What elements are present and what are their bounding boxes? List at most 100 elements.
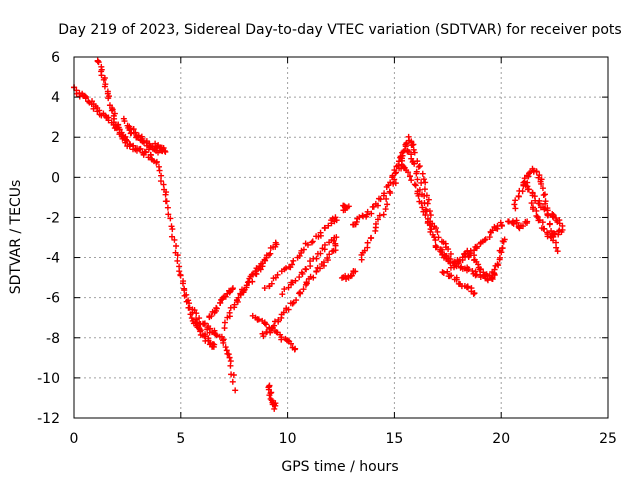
data-point (255, 316, 262, 323)
data-point (374, 202, 381, 209)
data-point (231, 301, 238, 308)
data-point (230, 371, 237, 378)
data-point (243, 282, 250, 289)
data-point (196, 315, 203, 322)
data-point (293, 297, 300, 304)
data-point (291, 346, 298, 353)
data-point (259, 330, 266, 337)
data-point (422, 179, 429, 186)
y-tick-label: -8 (46, 331, 60, 347)
data-point (229, 378, 236, 385)
data-point (105, 117, 112, 124)
data-point (545, 212, 552, 219)
data-point (512, 197, 519, 204)
data-point (413, 170, 420, 177)
data-point (426, 221, 433, 228)
y-tick-label: 6 (51, 50, 60, 66)
data-point (285, 306, 292, 313)
data-point (95, 59, 102, 66)
data-point (317, 229, 324, 236)
data-point (176, 268, 183, 275)
data-point (361, 247, 368, 254)
data-point (512, 205, 519, 212)
data-point (426, 208, 433, 215)
data-point (307, 258, 314, 265)
data-point (424, 200, 431, 207)
data-point (191, 307, 198, 314)
data-point (210, 343, 217, 350)
data-point (171, 236, 178, 243)
data-point (326, 251, 333, 258)
series-arc-21 (489, 236, 508, 283)
y-tick-label: -6 (46, 291, 60, 307)
data-point (408, 177, 415, 184)
data-point (546, 221, 553, 228)
data-point (540, 192, 547, 199)
data-point (302, 265, 309, 272)
data-point (401, 147, 408, 154)
data-point (519, 223, 526, 230)
data-point (179, 280, 186, 287)
data-point (539, 185, 546, 192)
data-point (447, 250, 454, 257)
data-point (296, 252, 303, 259)
data-markers (70, 57, 566, 412)
data-point (415, 192, 422, 199)
data-point (471, 290, 478, 297)
data-point (386, 188, 393, 195)
data-point (414, 158, 421, 165)
series-arc-5 (206, 285, 236, 321)
data-point (383, 195, 390, 202)
data-point (264, 328, 271, 335)
data-point (262, 257, 269, 264)
data-point (296, 289, 303, 296)
data-point (498, 222, 505, 229)
data-point (173, 243, 180, 250)
data-point (541, 206, 548, 213)
data-point (168, 223, 175, 230)
data-point (431, 234, 438, 241)
data-point (101, 83, 108, 90)
data-point (489, 274, 496, 281)
data-point (217, 299, 224, 306)
data-point (289, 300, 296, 307)
data-point (310, 274, 317, 281)
series-arc-4 (189, 306, 239, 394)
data-point (221, 325, 228, 332)
data-point (153, 159, 160, 166)
data-point (511, 201, 518, 208)
data-point (300, 286, 307, 293)
data-point (377, 196, 384, 203)
series-arc-17 (398, 161, 495, 284)
data-point (392, 180, 399, 187)
y-tick-label: 4 (51, 90, 60, 106)
data-point (157, 178, 164, 185)
data-point (411, 149, 418, 156)
data-point (298, 249, 305, 256)
y-tick-label: -10 (37, 371, 60, 387)
data-point (316, 265, 323, 272)
data-point (423, 192, 430, 199)
data-point (416, 163, 423, 170)
data-point (453, 276, 460, 283)
data-point (267, 250, 274, 257)
data-point (526, 170, 533, 177)
series-arc-2 (120, 115, 167, 156)
data-point (100, 76, 107, 83)
data-point (222, 344, 229, 351)
data-point (406, 173, 413, 180)
data-point (233, 297, 240, 304)
data-point (325, 222, 332, 229)
series-arc-14 (338, 268, 359, 282)
x-tick-label: 15 (385, 431, 403, 447)
data-point (213, 304, 220, 311)
data-point (274, 271, 281, 278)
data-point (212, 331, 219, 338)
data-point (444, 268, 451, 275)
data-point (477, 266, 484, 273)
data-point (174, 257, 181, 264)
data-point (496, 254, 503, 261)
x-tick-label: 5 (176, 431, 185, 447)
data-point (124, 143, 131, 150)
